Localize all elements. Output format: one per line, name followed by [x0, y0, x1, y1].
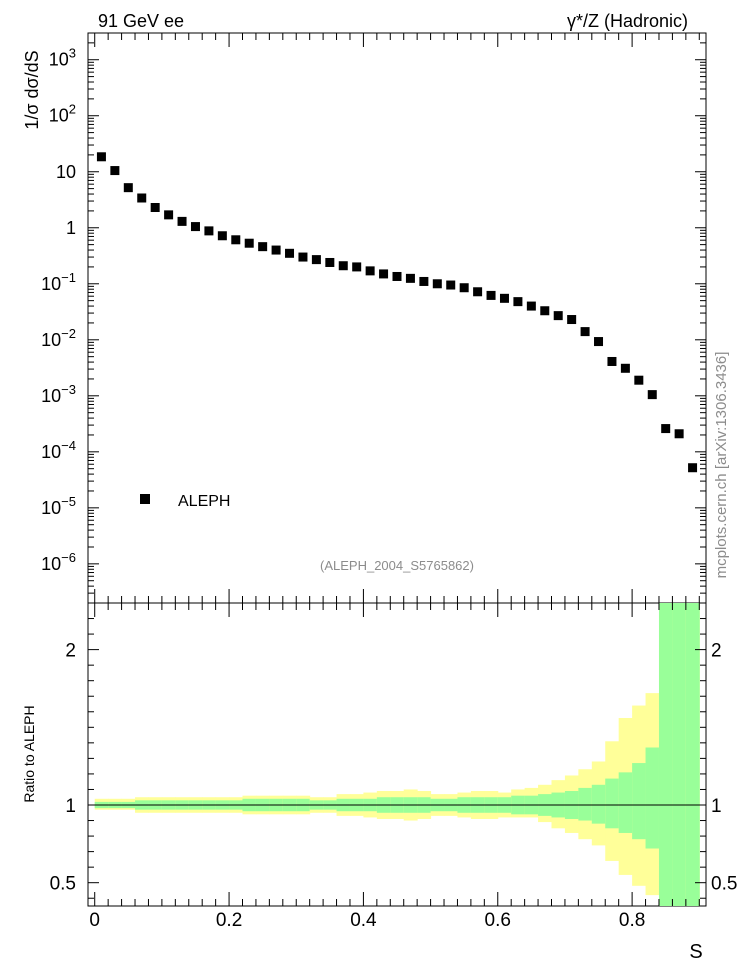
data-point [526, 301, 536, 311]
ratio-band-inner [672, 603, 687, 906]
ratio-y-tick-label-right: 2 [711, 641, 722, 662]
x-tick-label: 0.6 [485, 910, 511, 931]
data-point [580, 327, 590, 337]
data-point [204, 226, 214, 236]
ratio-y-tick-label-left: 0.5 [50, 874, 76, 895]
data-point [96, 152, 106, 162]
data-point [164, 210, 174, 220]
data-point [298, 252, 308, 262]
ratio-band-inner [658, 603, 673, 906]
ratio-bands [94, 603, 700, 906]
ratio-band-inner [685, 603, 700, 906]
data-point [553, 311, 563, 321]
data-point [405, 273, 415, 283]
y-tick-label: 103 [49, 46, 76, 70]
data-point [459, 283, 469, 293]
data-point [177, 216, 187, 226]
ratio-y-ticks: 0.5 0.5 1 1 2 2 [50, 618, 737, 899]
data-point [688, 463, 698, 473]
x-tick-label: 0.4 [350, 910, 377, 931]
data-point [285, 248, 295, 258]
ratio-band-inner [618, 772, 633, 833]
data-point [419, 276, 429, 286]
data-point [540, 306, 550, 316]
ratio-y-tick-label-left: 2 [65, 641, 76, 662]
data-markers [96, 152, 698, 473]
ratio-band-inner [632, 763, 647, 840]
y-tick-label: 10−6 [41, 550, 76, 574]
top-plot-frame [87, 32, 707, 604]
data-point [473, 287, 483, 297]
data-point [338, 261, 348, 271]
x-ticks: 0 0.2 0.4 0.6 0.8 [89, 33, 700, 931]
data-point [244, 238, 254, 248]
ratio-band-inner [605, 778, 620, 829]
top-y-ticks: 10−6 10−5 10−4 10−3 10−2 10−1 1 10 102 103 [41, 32, 706, 604]
ratio-y-tick-label-right: 0.5 [711, 874, 737, 895]
data-point [674, 429, 684, 439]
data-point [217, 231, 227, 241]
data-point [499, 293, 509, 303]
header-right: γ*/Z (Hadronic) [567, 11, 688, 31]
data-point [379, 269, 389, 279]
data-point [594, 337, 604, 347]
data-point [620, 363, 630, 373]
ratio-band-inner [591, 784, 606, 824]
ratio-y-tick-label-right: 1 [711, 796, 722, 817]
data-point [365, 266, 375, 276]
data-point [352, 262, 362, 272]
x-axis-label: S [689, 941, 702, 963]
ratio-band-inner [645, 747, 660, 849]
data-point [123, 183, 133, 193]
analysis-id: (ALEPH_2004_S5765862) [320, 558, 474, 573]
x-tick-label: 0.8 [619, 910, 645, 931]
data-point [150, 203, 160, 213]
ratio-plot-frame [87, 602, 707, 907]
y-tick-label: 102 [49, 102, 76, 126]
y-tick-label: 10 [56, 162, 76, 182]
data-point [271, 245, 281, 255]
data-point [446, 280, 456, 290]
data-point [661, 424, 671, 434]
y-tick-label: 10−4 [41, 438, 76, 462]
legend-marker [140, 494, 150, 504]
ratio-band-inner [578, 787, 593, 821]
data-point [231, 235, 241, 245]
data-point [432, 279, 442, 289]
data-point [647, 390, 657, 400]
data-point [486, 290, 496, 300]
ratio-y-tick-label-left: 1 [65, 796, 76, 817]
data-point [110, 166, 120, 176]
y-tick-label: 10−2 [41, 326, 76, 350]
y-tick-label: 1 [66, 218, 76, 238]
y-tick-label: 10−3 [41, 382, 76, 406]
data-point [513, 297, 523, 307]
data-point [392, 271, 402, 281]
data-point [325, 257, 335, 267]
ratio-y-axis-label: Ratio to ALEPH [21, 705, 37, 802]
data-point [607, 356, 617, 366]
y-tick-label: 10−1 [41, 270, 76, 294]
data-point [311, 255, 321, 265]
legend-label: ALEPH [178, 493, 230, 510]
header-left: 91 GeV ee [98, 11, 184, 31]
data-point [634, 375, 644, 385]
y-tick-label: 10−5 [41, 494, 76, 518]
x-tick-label: 0.2 [216, 910, 242, 931]
x-tick-label: 0 [89, 910, 100, 931]
data-point [190, 222, 200, 232]
data-point [258, 242, 268, 252]
data-point [137, 193, 147, 203]
data-point [567, 315, 577, 325]
top-y-axis-label: 1/σ dσ/dS [22, 50, 42, 129]
watermark: mcplots.cern.ch [arXiv:1306.3436] [713, 352, 730, 579]
